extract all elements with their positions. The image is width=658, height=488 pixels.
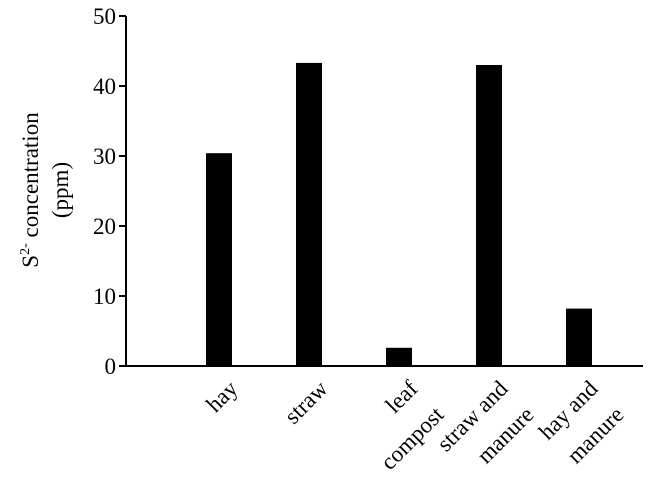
x-tick-label: straw: [280, 376, 333, 429]
bar: [206, 153, 232, 366]
bar: [566, 308, 592, 366]
y-axis-label-unit: (ppm): [48, 162, 73, 218]
x-tick-label: leaf: [380, 376, 422, 418]
x-tick-label-line: hay: [201, 376, 243, 418]
y-tick-label: 10: [93, 284, 116, 309]
bar: [386, 347, 412, 366]
y-tick-label: 0: [105, 354, 117, 379]
y-label-rest: concentration: [18, 112, 43, 243]
bar: [296, 62, 322, 367]
y-tick-label: 40: [93, 74, 116, 99]
x-tick-label: hay: [201, 376, 243, 418]
y-label-superscript: 2-: [18, 243, 33, 255]
y-tick-label: 30: [93, 144, 116, 169]
x-tick-label-line: straw: [280, 376, 333, 429]
y-label-base: S: [18, 255, 43, 268]
y-axis-label: S2- concentration: [18, 112, 43, 268]
y-tick-label: 50: [93, 4, 116, 29]
bar: [476, 65, 502, 366]
y-tick-label: 20: [93, 214, 116, 239]
